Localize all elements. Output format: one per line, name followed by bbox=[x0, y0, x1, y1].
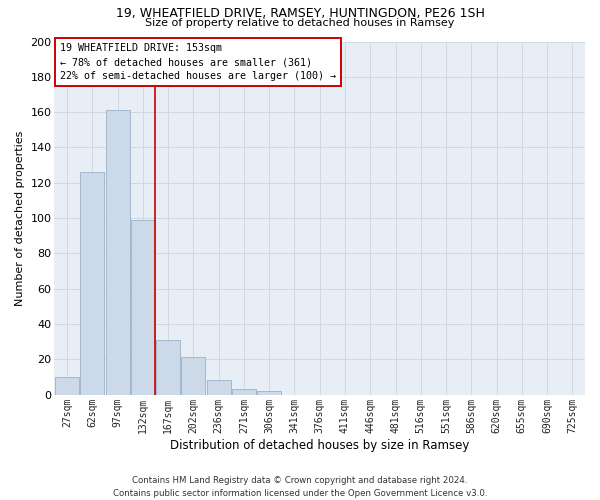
Bar bbox=[206, 380, 230, 394]
Text: Size of property relative to detached houses in Ramsey: Size of property relative to detached ho… bbox=[145, 18, 455, 28]
Y-axis label: Number of detached properties: Number of detached properties bbox=[15, 130, 25, 306]
Text: 19 WHEATFIELD DRIVE: 153sqm
← 78% of detached houses are smaller (361)
22% of se: 19 WHEATFIELD DRIVE: 153sqm ← 78% of det… bbox=[60, 44, 336, 82]
Text: 19, WHEATFIELD DRIVE, RAMSEY, HUNTINGDON, PE26 1SH: 19, WHEATFIELD DRIVE, RAMSEY, HUNTINGDON… bbox=[116, 8, 484, 20]
Text: Contains HM Land Registry data © Crown copyright and database right 2024.
Contai: Contains HM Land Registry data © Crown c… bbox=[113, 476, 487, 498]
Bar bbox=[257, 391, 281, 394]
Bar bbox=[131, 220, 155, 394]
Bar bbox=[80, 172, 104, 394]
Bar bbox=[156, 340, 180, 394]
Bar bbox=[232, 389, 256, 394]
Bar bbox=[106, 110, 130, 395]
X-axis label: Distribution of detached houses by size in Ramsey: Distribution of detached houses by size … bbox=[170, 440, 469, 452]
Bar bbox=[55, 377, 79, 394]
Bar bbox=[181, 358, 205, 395]
